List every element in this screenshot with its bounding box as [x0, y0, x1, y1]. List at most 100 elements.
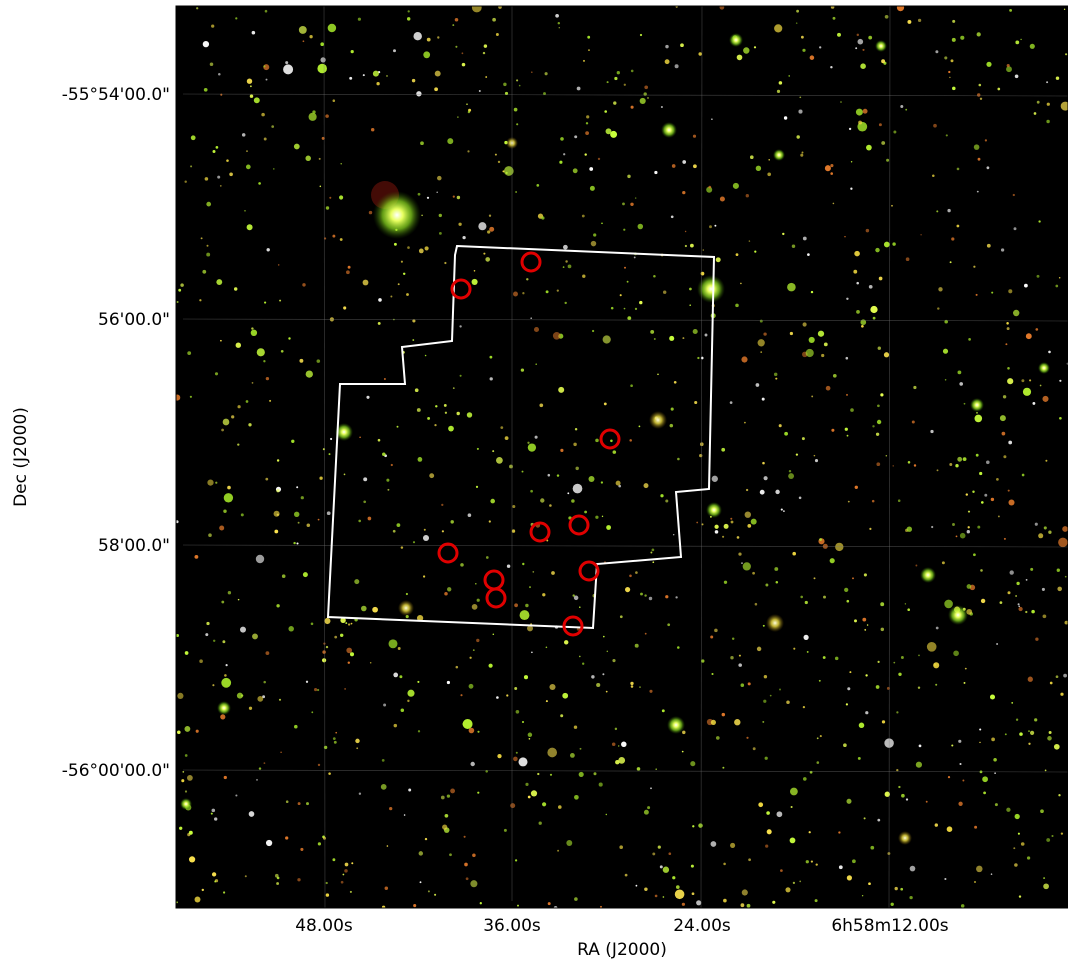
star	[211, 808, 216, 813]
star	[755, 383, 760, 387]
star	[323, 642, 326, 645]
star	[898, 785, 901, 789]
star	[1044, 769, 1047, 772]
star	[866, 144, 872, 151]
star	[1000, 248, 1005, 252]
star	[650, 551, 653, 554]
star	[893, 130, 897, 134]
star	[932, 174, 935, 178]
star	[423, 528, 426, 531]
star	[294, 724, 298, 729]
star	[250, 329, 258, 336]
star	[179, 826, 183, 830]
star	[819, 46, 822, 49]
star	[576, 86, 581, 91]
star	[419, 881, 422, 884]
star	[868, 284, 873, 289]
star	[276, 882, 280, 885]
star	[788, 473, 795, 480]
star	[1018, 895, 1022, 898]
star	[485, 556, 489, 559]
star	[527, 795, 531, 799]
star	[696, 900, 702, 906]
star	[721, 447, 726, 452]
star	[760, 351, 763, 353]
star	[956, 224, 960, 228]
star	[346, 647, 353, 654]
star	[1009, 570, 1014, 575]
star	[438, 213, 442, 218]
star	[224, 674, 227, 677]
star	[281, 574, 286, 578]
star	[816, 761, 820, 764]
star	[1017, 603, 1020, 606]
marker-circle	[568, 514, 590, 536]
star	[881, 720, 886, 724]
star	[386, 478, 390, 482]
star	[357, 17, 361, 21]
star	[392, 529, 396, 533]
star	[657, 845, 661, 849]
star	[796, 9, 799, 13]
star	[478, 89, 481, 93]
star	[527, 732, 533, 738]
star	[941, 561, 945, 565]
star	[792, 881, 796, 885]
star	[545, 290, 549, 294]
star	[951, 237, 955, 241]
star	[544, 72, 548, 76]
star	[408, 788, 412, 792]
star	[976, 411, 978, 414]
star	[755, 165, 762, 172]
star	[545, 646, 548, 649]
star	[245, 164, 251, 170]
star	[708, 185, 712, 189]
star	[211, 872, 217, 877]
star	[1043, 526, 1047, 530]
star	[443, 403, 447, 407]
star	[980, 598, 986, 604]
star	[362, 74, 365, 77]
star	[593, 772, 597, 776]
star	[1001, 431, 1006, 436]
star	[618, 757, 626, 764]
star	[857, 756, 861, 760]
star	[251, 30, 256, 35]
star	[968, 338, 971, 341]
star	[876, 419, 882, 425]
star	[202, 40, 210, 48]
star	[190, 165, 193, 168]
star	[328, 453, 331, 456]
star	[393, 49, 396, 53]
star	[180, 283, 184, 287]
star	[630, 685, 634, 688]
star	[603, 402, 607, 406]
star	[372, 606, 378, 613]
star	[1064, 575, 1067, 578]
star	[220, 714, 226, 720]
star	[800, 595, 803, 599]
star	[766, 829, 772, 835]
star	[719, 196, 725, 202]
star	[441, 530, 444, 533]
star	[572, 594, 575, 597]
star	[639, 97, 646, 104]
star	[973, 144, 980, 150]
star	[648, 596, 653, 601]
star	[918, 654, 920, 657]
star	[925, 800, 928, 803]
star	[674, 889, 685, 900]
star	[447, 587, 452, 592]
star	[1028, 730, 1030, 732]
star	[189, 395, 192, 398]
star	[624, 266, 626, 269]
star	[1043, 883, 1049, 890]
star	[779, 688, 781, 691]
star	[500, 426, 504, 429]
star	[1015, 595, 1018, 597]
star	[305, 155, 311, 162]
star	[319, 476, 323, 480]
star	[188, 856, 196, 863]
star	[476, 447, 479, 450]
star	[858, 120, 863, 125]
